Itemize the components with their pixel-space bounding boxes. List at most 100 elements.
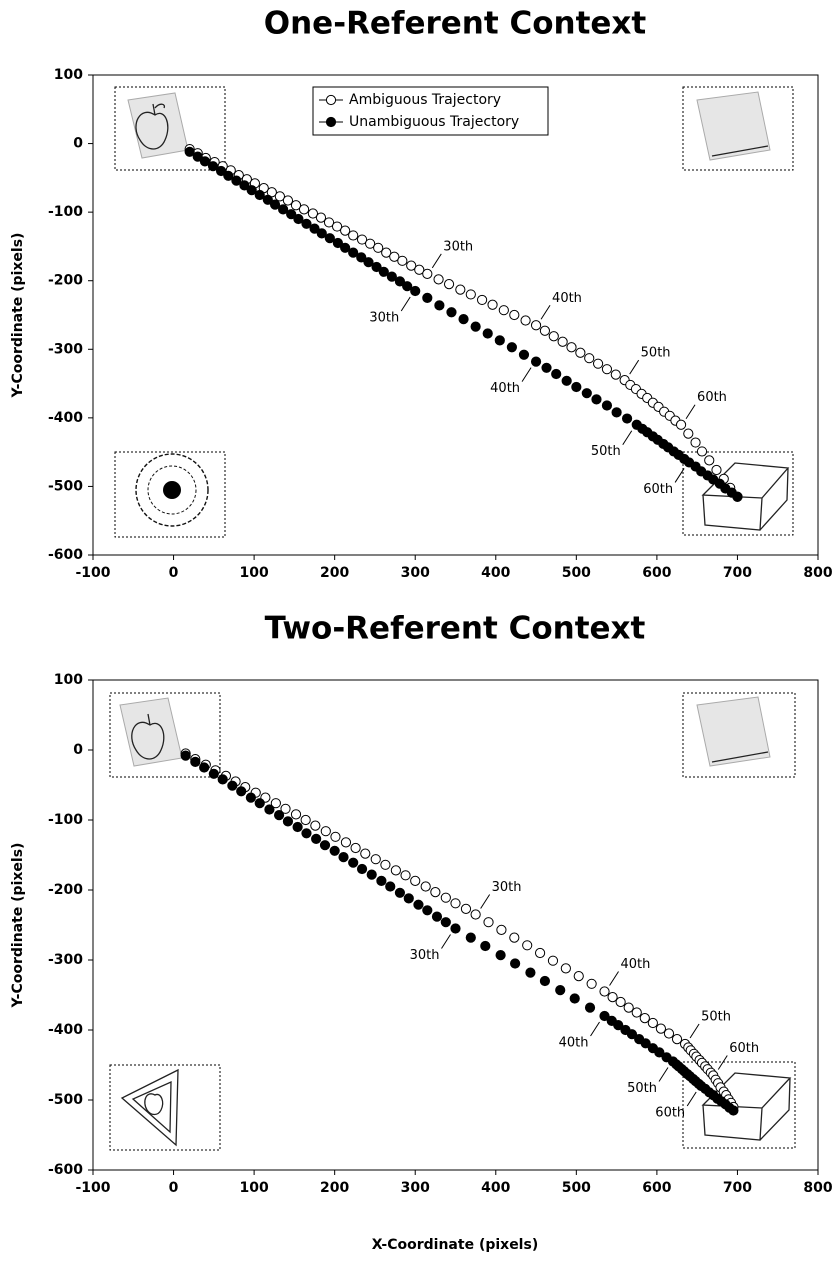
data-point (525, 967, 536, 978)
data-point (310, 820, 321, 831)
x-tick-label: 500 (562, 565, 591, 581)
data-point (371, 261, 382, 273)
data-point (199, 156, 211, 167)
label-leader (685, 404, 696, 419)
x-tick-label: 600 (642, 565, 671, 581)
point-label: 40th (559, 1036, 589, 1051)
data-point (683, 428, 694, 439)
data-point (402, 281, 413, 292)
label-leader (480, 894, 491, 909)
icons-bottom (109, 692, 796, 1151)
point-label: 60th (655, 1106, 685, 1121)
data-point (363, 257, 374, 268)
legend-marker (325, 94, 337, 106)
label-leader (431, 253, 442, 269)
data-point (330, 831, 341, 842)
data-point (539, 325, 551, 336)
data-point (518, 349, 530, 360)
data-point (495, 950, 506, 961)
x-tick-label: 0 (169, 565, 179, 581)
data-point (696, 446, 708, 457)
x-tick-label: 600 (642, 1180, 671, 1196)
y-tick-label: -300 (48, 341, 83, 357)
data-point (389, 251, 400, 262)
data-point (199, 762, 210, 773)
data-point (410, 875, 421, 887)
y-tick-label: -600 (48, 1162, 83, 1178)
x-tick-label: 800 (803, 1180, 832, 1196)
data-point (394, 276, 406, 287)
data-point (555, 985, 566, 996)
chart-title: Two-Referent Context (265, 611, 646, 647)
label-leader (521, 367, 532, 382)
triangle-icon (120, 1068, 179, 1147)
data-point (280, 803, 291, 814)
data-point (340, 242, 351, 253)
data-point (231, 175, 242, 186)
label-leader (609, 971, 619, 986)
data-point (292, 821, 303, 833)
data-point (293, 213, 304, 225)
data-point (190, 756, 201, 768)
data-point (541, 362, 552, 373)
data-point (378, 266, 389, 277)
data-point (386, 271, 397, 282)
data-point (520, 315, 531, 326)
data-point (599, 1010, 610, 1022)
label-leader (400, 296, 411, 312)
data-point (223, 170, 234, 181)
data-point (601, 400, 613, 411)
data-point (522, 940, 533, 951)
data-point (458, 314, 469, 325)
data-point (476, 294, 488, 306)
data-point (227, 780, 238, 791)
picture-box (114, 451, 226, 538)
data-point (245, 792, 256, 803)
data-point (455, 284, 466, 295)
data-point (732, 491, 743, 502)
y-axis-title: Y-Coordinate (pixels) (10, 233, 26, 399)
data-point (239, 180, 250, 191)
data-point (506, 342, 517, 353)
data-point (264, 804, 275, 815)
data-point (300, 814, 311, 826)
data-point (465, 932, 476, 943)
data-point (663, 1028, 675, 1039)
y-tick-label: 0 (73, 742, 83, 758)
data-point (329, 845, 340, 856)
data-point (366, 869, 377, 880)
x-tick-label: 800 (803, 565, 832, 581)
data-point (498, 305, 509, 316)
y-tick-label: -500 (48, 1092, 83, 1108)
flower-icon (135, 453, 209, 527)
data-point (381, 247, 392, 258)
icons-top (114, 86, 794, 538)
picture-box (682, 692, 796, 778)
data-point (413, 899, 424, 910)
picture-box (682, 451, 794, 536)
data-point (309, 223, 320, 234)
data-point (470, 321, 481, 332)
data-point (592, 358, 604, 369)
data-point (566, 342, 577, 353)
data-point (254, 798, 265, 809)
data-point (208, 768, 219, 779)
x-tick-label: 0 (169, 1180, 179, 1196)
point-label: 40th (490, 381, 520, 396)
data-point (655, 1023, 667, 1034)
data-point (316, 228, 327, 239)
data-point (422, 268, 433, 279)
data-point (274, 191, 285, 202)
data-point (254, 189, 265, 201)
data-point (430, 887, 441, 898)
data-point (282, 816, 294, 827)
data-point (340, 837, 352, 848)
data-point (433, 274, 444, 285)
point-label: 30th (369, 311, 399, 326)
data-point (278, 204, 289, 215)
point-label: 50th (591, 444, 621, 459)
book-edge (711, 751, 769, 763)
data-point (446, 307, 457, 318)
data-point (626, 1029, 638, 1040)
data-point (350, 842, 361, 854)
